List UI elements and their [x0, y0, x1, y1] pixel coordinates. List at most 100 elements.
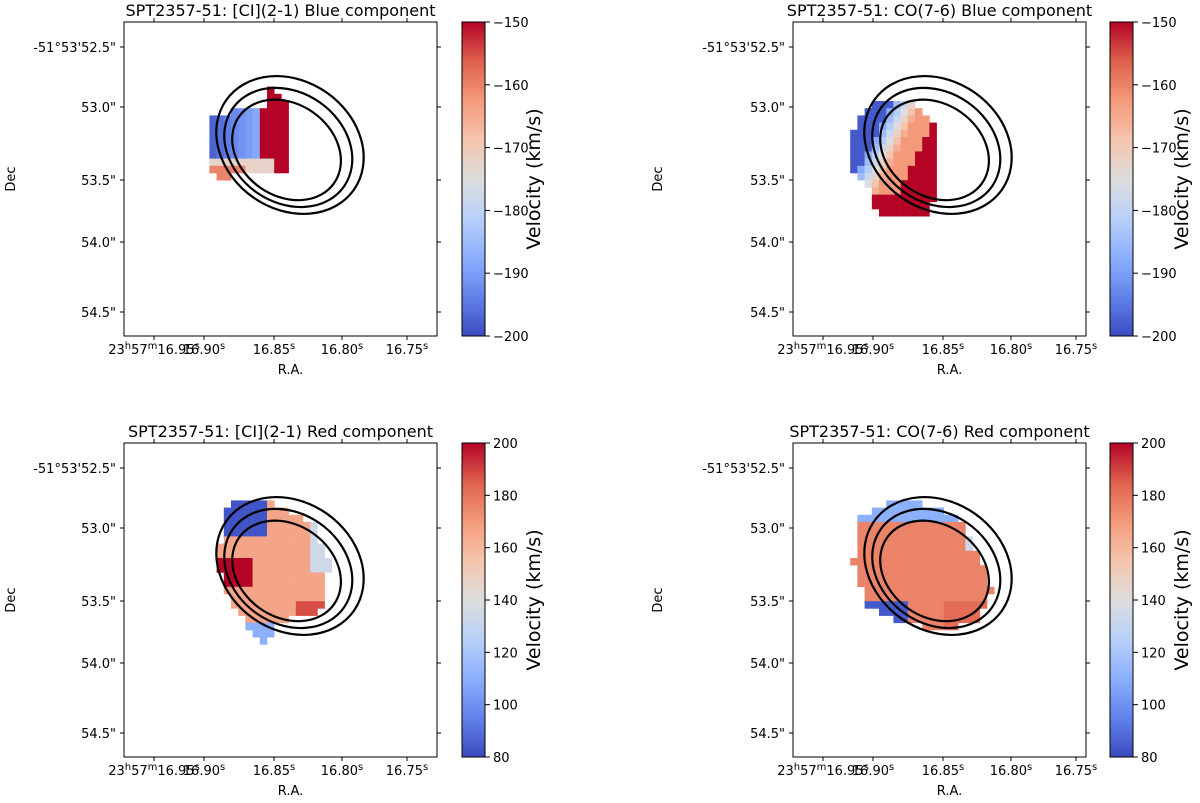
heatmap-cell: [893, 165, 901, 174]
heatmap-cell: [303, 608, 311, 616]
heatmap-cell: [223, 173, 232, 181]
y-tick-label: 53.5": [81, 174, 116, 189]
heatmap-cell: [864, 144, 873, 152]
heatmap-cell: [252, 572, 261, 580]
heatmap-cell: [281, 507, 289, 516]
heatmap-cell: [900, 579, 909, 588]
heatmap-cell: [871, 137, 880, 145]
heatmap-cell: [893, 550, 901, 559]
heatmap-cell: [972, 550, 981, 559]
heatmap-cell: [274, 536, 282, 544]
heatmap-cell: [231, 536, 239, 544]
heatmap-cell: [915, 514, 923, 523]
heatmap-cell: [907, 122, 916, 131]
heatmap-cell: [303, 550, 311, 559]
heatmap-cell: [274, 543, 282, 552]
heatmap-cell: [922, 594, 930, 602]
heatmap-cell: [871, 144, 880, 152]
colorbar-tick-label: −190: [1141, 267, 1177, 282]
heatmap-cell: [310, 601, 318, 609]
heatmap-cell: [857, 536, 865, 544]
contour-level-3: [879, 98, 991, 202]
colorbar-tick-label: 140: [493, 594, 518, 609]
heatmap-cell: [893, 543, 901, 552]
heatmap-cell: [900, 129, 909, 138]
heatmap-cell: [893, 615, 901, 624]
heatmap-cell: [281, 550, 289, 559]
heatmap-cell: [900, 151, 909, 159]
heatmap-cell: [958, 543, 966, 552]
x-tick-label: 16.80s: [321, 762, 363, 779]
heatmap-cell: [274, 101, 282, 109]
heatmap-cell: [951, 608, 959, 616]
heatmap-cell: [907, 500, 916, 508]
heatmap-cell: [922, 579, 930, 588]
heatmap-cell: [295, 594, 304, 602]
heatmap-cell: [893, 507, 901, 516]
heatmap-cell: [850, 144, 858, 152]
x-tick-label: 16.75s: [1055, 762, 1097, 779]
heatmap-cell: [915, 543, 923, 552]
y-tick-label: 54.5": [81, 727, 116, 742]
y-tick-label: 54.0": [81, 657, 116, 672]
heatmap-cell: [907, 115, 916, 123]
colorbar-tick-label: −170: [493, 142, 529, 157]
heatmap-cell: [245, 615, 253, 624]
heatmap-cell: [252, 108, 261, 116]
heatmap-cell: [907, 129, 916, 138]
heatmap-cell: [936, 543, 945, 552]
heatmap-cell: [245, 579, 253, 588]
heatmap-cell: [886, 101, 894, 109]
heatmap-cell: [267, 601, 275, 609]
heatmap-cell: [259, 608, 268, 616]
heatmap-cell: [907, 579, 916, 588]
heatmap-cell: [245, 565, 253, 573]
heatmap-cell: [303, 543, 311, 552]
heatmap-cell: [915, 572, 923, 580]
heatmap-cell: [245, 572, 253, 580]
heatmap-cell: [929, 608, 937, 616]
heatmap-cell: [915, 536, 923, 544]
heatmap-cell: [274, 565, 282, 573]
heatmap-cell: [965, 615, 973, 624]
heatmap-cell: [871, 565, 880, 573]
heatmap-cell: [274, 158, 282, 167]
heatmap-cell: [979, 601, 988, 609]
heatmap-cell: [922, 201, 930, 210]
x-tick-label: 16.75s: [386, 341, 428, 358]
heatmap-cell: [951, 579, 959, 588]
heatmap-cell: [951, 543, 959, 552]
heatmap-cell: [922, 151, 930, 159]
y-tick-label: 54.5": [750, 306, 785, 321]
heatmap-cell: [979, 594, 988, 602]
colorbar-tick-label: 160: [493, 542, 518, 557]
heatmap-cell: [886, 173, 894, 181]
x-tick-label: 16.75s: [386, 762, 428, 779]
heatmap-cell: [223, 558, 232, 566]
heatmap-cell: [922, 586, 930, 595]
heatmap-cell: [274, 608, 282, 616]
x-tick-label: 16.80s: [990, 762, 1032, 779]
heatmap-cell: [288, 529, 297, 537]
heatmap-cell: [893, 536, 901, 544]
heatmap-cell: [303, 522, 311, 530]
heatmap-cell: [857, 572, 865, 580]
heatmap-cell: [310, 550, 318, 559]
heatmap-cell: [965, 579, 973, 588]
y-tick-label: 53.5": [750, 595, 785, 610]
contours: [863, 74, 1013, 216]
heatmap-cell: [857, 144, 865, 152]
heatmap-cell: [259, 129, 268, 138]
heatmap-cell: [857, 115, 865, 123]
panel-title: SPT2357-51: [CI](2-1) Blue component: [126, 1, 436, 20]
heatmap-cell: [907, 529, 916, 537]
heatmap-cell: [929, 129, 937, 138]
heatmap-cell: [238, 550, 246, 559]
heatmap-cell: [915, 122, 923, 131]
heatmap-cell: [929, 507, 937, 516]
heatmap-cell: [900, 558, 909, 566]
heatmap-cell: [922, 615, 930, 624]
colorbar-tick-label: −200: [493, 330, 529, 345]
heatmap-cell: [245, 514, 253, 523]
